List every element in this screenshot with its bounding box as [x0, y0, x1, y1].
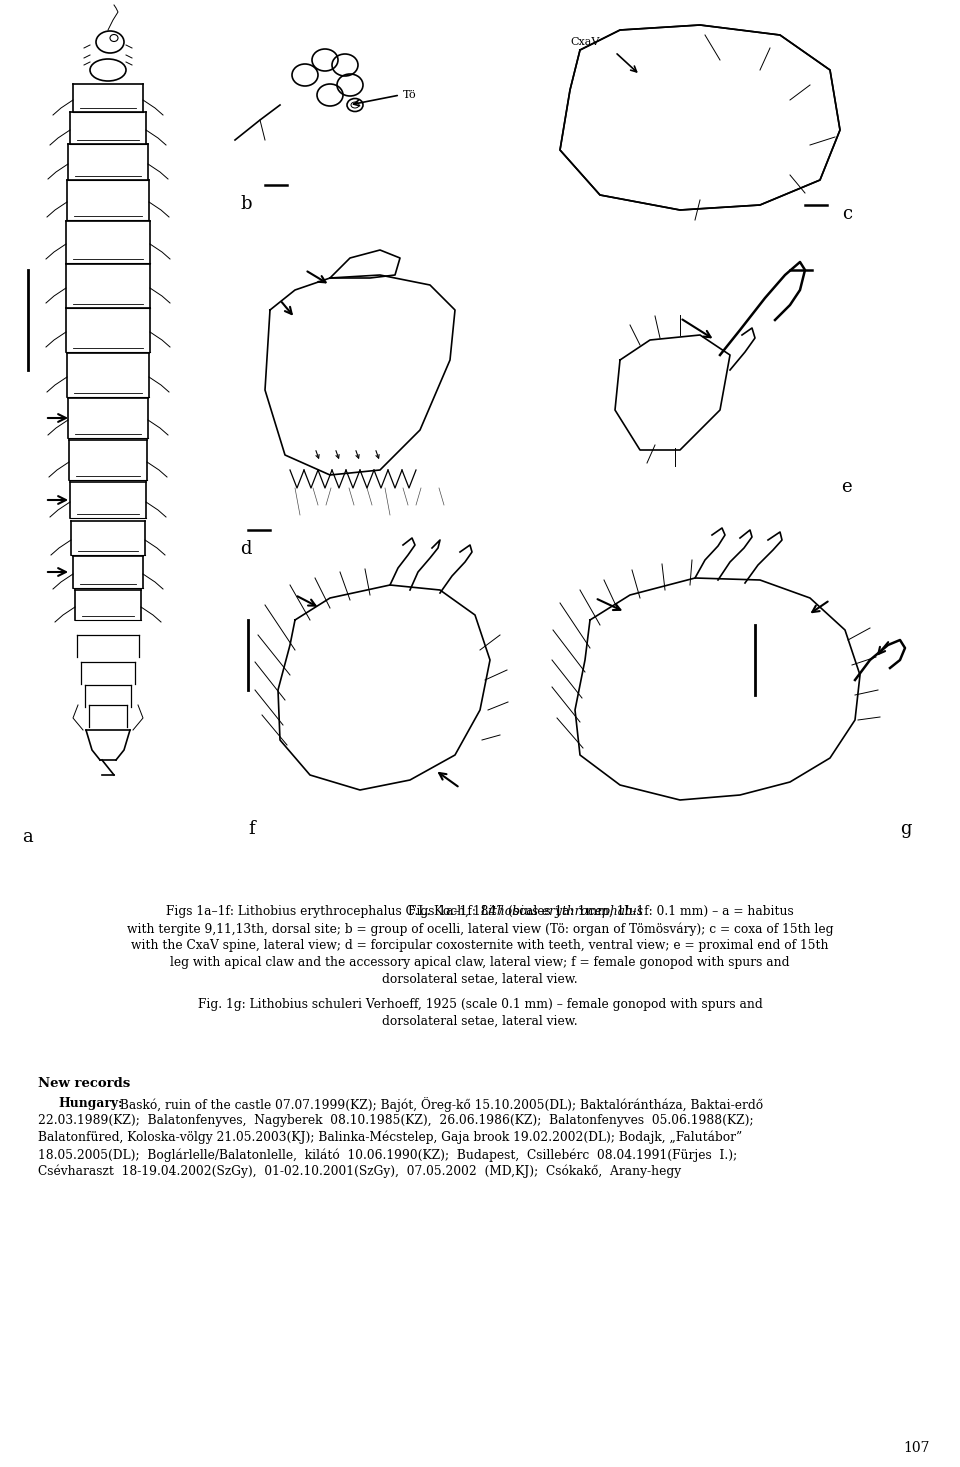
Text: 22.03.1989(KZ);  Balatonfenyves,  Nagyberek  08.10.1985(KZ),  26.06.1986(KZ);  B: 22.03.1989(KZ); Balatonfenyves, Nagybere…	[38, 1113, 754, 1127]
Text: 18.05.2005(DL);  Boglárlelle/Balatonlelle,  kilátó  10.06.1990(KZ);  Budapest,  : 18.05.2005(DL); Boglárlelle/Balatonlelle…	[38, 1149, 737, 1162]
Polygon shape	[560, 25, 840, 210]
Text: Fig. 1g: Lithobius schuleri Verhoeff, 1925 (scale 0.1 mm) – female gonopod with : Fig. 1g: Lithobius schuleri Verhoeff, 19…	[198, 998, 762, 1011]
Text: d: d	[240, 540, 252, 557]
Text: dorsolateral setae, lateral view.: dorsolateral setae, lateral view.	[382, 1015, 578, 1028]
Text: dorsolateral setae, lateral view.: dorsolateral setae, lateral view.	[382, 973, 578, 986]
Text: Figs 1a–1f:: Figs 1a–1f:	[408, 905, 480, 918]
Text: with tergite 9,11,13th, dorsal site; b = group of ocelli, lateral view (Tö: orga: with tergite 9,11,13th, dorsal site; b =…	[127, 921, 833, 936]
Text: Balatonfüred, Koloska-völgy 21.05.2003(KJ); Balinka-Mécstelep, Gaja brook 19.02.: Balatonfüred, Koloska-völgy 21.05.2003(K…	[38, 1131, 742, 1144]
Text: b: b	[240, 195, 252, 213]
Text: c: c	[842, 205, 852, 223]
Text: g: g	[900, 820, 912, 838]
Polygon shape	[330, 249, 400, 279]
Text: New records: New records	[38, 1077, 131, 1090]
Text: a: a	[22, 827, 33, 846]
Text: 107: 107	[903, 1441, 930, 1455]
Text: with the CxaV spine, lateral view; d = forcipular coxosternite with teeth, ventr: with the CxaV spine, lateral view; d = f…	[132, 939, 828, 952]
Polygon shape	[575, 578, 860, 800]
Text: Hungary:: Hungary:	[58, 1097, 123, 1111]
Text: Csévharaszt  18-19.04.2002(SzGy),  01-02.10.2001(SzGy),  07.05.2002  (MD,KJ);  C: Csévharaszt 18-19.04.2002(SzGy), 01-02.1…	[38, 1165, 682, 1178]
Polygon shape	[615, 334, 730, 450]
Text: e: e	[841, 478, 852, 496]
Text: Lithobius erythrocephalus: Lithobius erythrocephalus	[480, 905, 643, 918]
Text: Baskó, ruin of the castle 07.07.1999(KZ); Bajót, Öreg-kő 15.10.2005(DL); Baktaló: Baskó, ruin of the castle 07.07.1999(KZ)…	[116, 1097, 763, 1112]
Polygon shape	[265, 274, 455, 475]
Text: Tö: Tö	[403, 89, 417, 100]
Polygon shape	[278, 585, 490, 791]
Text: Figs 1a–1f: Lithobius erythrocephalus C.L. Koch, 1847 (scales 1a: 1mm, 1b-1f: 0.: Figs 1a–1f: Lithobius erythrocephalus C.…	[166, 905, 794, 918]
Text: f: f	[248, 820, 254, 838]
Text: CxaV: CxaV	[570, 37, 599, 47]
Text: leg with apical claw and the accessory apical claw, lateral view; f = female gon: leg with apical claw and the accessory a…	[170, 956, 790, 970]
